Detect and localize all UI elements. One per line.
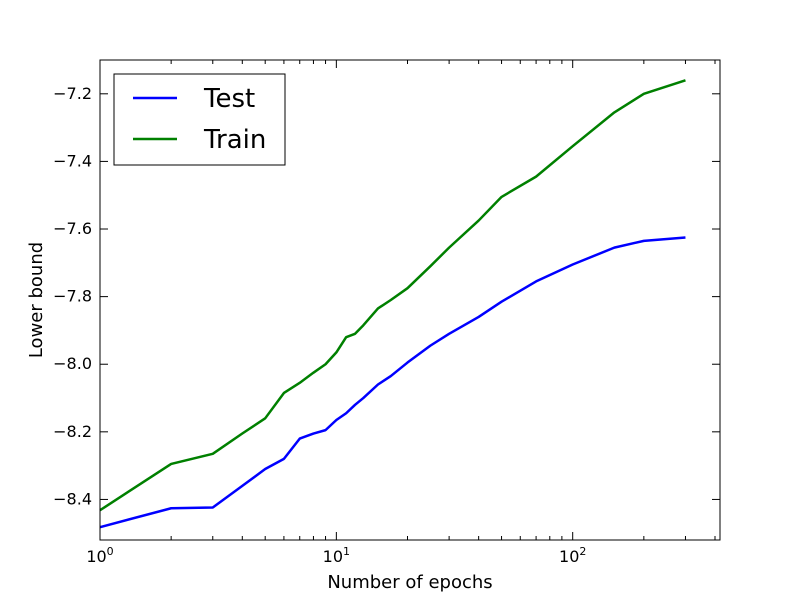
x-axis: 100 101 102	[86, 60, 716, 566]
x-axis-label: Number of epochs	[327, 572, 492, 593]
legend-frame	[113, 73, 286, 166]
legend-label-train: Train	[203, 125, 266, 155]
y-tick-label: −7.4	[53, 151, 92, 170]
y-axis: −8.4 −8.2 −8.0 −7.8 −7.6 −7.4 −7.2	[53, 84, 720, 508]
y-axis-label: Lower bound	[26, 242, 47, 358]
x-tick-label: 100	[86, 545, 113, 566]
plot-area-frame	[99, 59, 721, 541]
y-tick-label: −8.4	[53, 489, 92, 508]
legend-label-test: Test	[203, 84, 255, 114]
series-line-train	[99, 79, 686, 512]
y-tick-label: −8.0	[53, 354, 92, 373]
y-tick-label: −7.6	[53, 219, 92, 238]
x-tick-label: 101	[323, 545, 350, 566]
y-tick-label: −8.2	[53, 422, 92, 441]
series-line-test	[99, 236, 686, 529]
y-tick-label: −7.2	[53, 84, 92, 103]
legend: Test Train	[113, 73, 286, 166]
x-tick-label: 102	[559, 545, 586, 566]
series-layer	[99, 79, 686, 529]
y-tick-label: −7.8	[53, 287, 92, 306]
